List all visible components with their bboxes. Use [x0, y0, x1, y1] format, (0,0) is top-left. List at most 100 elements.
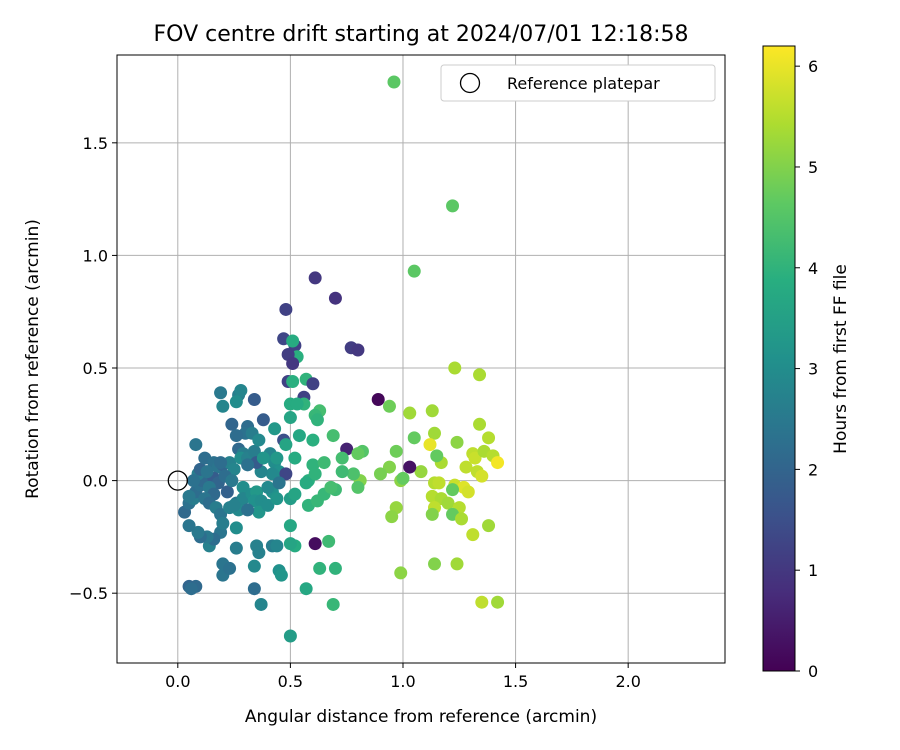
scatter-point	[270, 451, 284, 465]
scatter-point	[306, 433, 320, 447]
scatter-point	[220, 485, 234, 499]
scatter-point	[279, 467, 293, 481]
scatter-point	[191, 525, 205, 539]
scatter-point	[268, 422, 282, 436]
grid-lines	[117, 55, 725, 663]
scatter-point	[450, 557, 464, 571]
scatter-point	[261, 480, 275, 494]
colorbar-tick-label: 3	[808, 360, 818, 379]
scatter-point	[482, 431, 496, 445]
colorbar: 0 1 2 3 4 5 6 Hours from first FF file	[762, 45, 851, 681]
scatter-point	[270, 539, 284, 553]
x-axis-ticks: 0.0 0.5 1.0 1.5 2.0	[165, 663, 641, 691]
scatter-point	[351, 447, 365, 461]
scatter-point	[373, 467, 387, 481]
scatter-point	[308, 271, 322, 285]
scatter-point	[279, 438, 293, 452]
scatter-point	[473, 368, 487, 382]
colorbar-ticks: 0 1 2 3 4 5 6	[795, 57, 818, 681]
plot-frame	[116, 54, 726, 664]
y-tick-label: −0.5	[69, 584, 108, 603]
scatter-point	[182, 489, 196, 503]
scatter-point	[446, 199, 460, 213]
scatter-point	[229, 395, 243, 409]
scatter-point	[324, 480, 338, 494]
scatter-point	[241, 503, 255, 517]
legend-box	[440, 64, 716, 102]
scatter-point	[407, 431, 421, 445]
scatter-point	[313, 561, 327, 575]
colorbar-tick-label: 6	[808, 57, 818, 76]
scatter-point	[247, 559, 261, 573]
scatter-point	[466, 528, 480, 542]
scatter-point	[403, 460, 417, 474]
scatter-point	[270, 492, 284, 506]
scatter-point	[252, 505, 266, 519]
scatter-point	[428, 426, 442, 440]
reference-marker	[167, 470, 188, 491]
scatter-point	[274, 568, 288, 582]
scatter-point	[256, 451, 270, 465]
scatter-point	[403, 406, 417, 420]
scatter-point	[461, 485, 475, 499]
scatter-point	[299, 476, 313, 490]
scatter-point	[252, 546, 266, 560]
scatter-point	[468, 451, 482, 465]
scatter-point	[234, 384, 248, 398]
scatter-point	[335, 465, 349, 479]
scatter-point	[473, 417, 487, 431]
scatter-point	[394, 566, 408, 580]
scatter-point	[229, 429, 243, 443]
scatter-point	[382, 399, 396, 413]
scatter-point	[187, 474, 201, 488]
scatter-point	[328, 561, 342, 575]
colorbar-tick-label: 2	[808, 460, 818, 479]
scatter-point	[272, 476, 286, 490]
scatter-point	[371, 393, 385, 407]
x-axis-label: Angular distance from reference (arcmin)	[245, 707, 597, 727]
scatter-point	[225, 474, 239, 488]
scatter-point	[254, 597, 268, 611]
y-tick-label: 0.0	[83, 472, 108, 491]
scatter-point	[308, 537, 322, 551]
y-tick-label: 1.0	[83, 246, 108, 265]
scatter-point	[214, 456, 228, 470]
scatter-point	[446, 483, 460, 497]
y-tick-label: 0.5	[83, 359, 108, 378]
legend-entry-label: Reference platepar	[507, 74, 660, 93]
scatter-point	[335, 451, 349, 465]
scatter-point	[182, 519, 196, 533]
scatter-point	[455, 512, 469, 526]
scatter-point	[256, 413, 270, 427]
colorbar-tick-label: 1	[808, 561, 818, 580]
scatter-point	[306, 377, 320, 391]
y-axis-label: Rotation from reference (arcmin)	[23, 219, 43, 499]
scatter-point	[283, 519, 297, 533]
scatter-point	[414, 465, 428, 479]
scatter-point	[475, 595, 489, 609]
x-tick-label: 1.5	[503, 672, 528, 691]
scatter-point	[184, 582, 198, 596]
scatter-point	[288, 487, 302, 501]
scatter-point	[387, 75, 401, 89]
x-tick-label: 1.0	[390, 672, 415, 691]
scatter-point	[328, 291, 342, 305]
scatter-point	[286, 334, 300, 348]
scatter-point	[385, 510, 399, 524]
scatter-point	[425, 507, 439, 521]
colorbar-tick-label: 0	[808, 662, 818, 681]
scatter-point	[310, 413, 324, 427]
scatter-point	[396, 471, 410, 485]
scatter-point	[428, 557, 442, 571]
scatter-point	[283, 411, 297, 425]
scatter-point	[441, 496, 455, 510]
scatter-point	[247, 444, 261, 458]
x-tick-label: 2.0	[615, 672, 640, 691]
scatter-point	[216, 516, 230, 530]
scatter-point	[430, 449, 444, 463]
legend: Reference platepar	[440, 64, 716, 102]
scatter-point	[308, 467, 322, 481]
scatter-point	[432, 476, 446, 490]
scatter-point	[223, 561, 237, 575]
scatter-point	[326, 429, 340, 443]
